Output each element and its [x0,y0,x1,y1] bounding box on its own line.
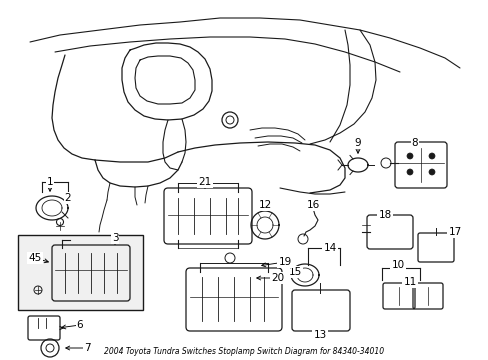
Text: 2004 Toyota Tundra Switches Stoplamp Switch Diagram for 84340-34010: 2004 Toyota Tundra Switches Stoplamp Swi… [104,347,384,356]
Text: 8: 8 [411,138,417,148]
Text: 21: 21 [198,177,211,187]
Text: 2: 2 [64,193,71,203]
Text: 16: 16 [306,200,319,210]
Bar [18,235,142,310]
Text: 9: 9 [354,138,361,148]
Text: 10: 10 [390,260,404,270]
Text: 15: 15 [288,267,301,277]
Circle shape [406,169,412,175]
Text: 45: 45 [28,253,41,263]
Text: 14: 14 [323,243,336,253]
Text: 7: 7 [83,343,90,353]
Text: 13: 13 [313,330,326,340]
Circle shape [406,153,412,159]
Text: 17: 17 [447,227,461,237]
Text: 20: 20 [271,273,284,283]
Text: 11: 11 [403,277,416,287]
Text: 18: 18 [378,210,391,220]
Text: 3: 3 [111,233,118,243]
Circle shape [428,169,434,175]
Text: 19: 19 [278,257,291,267]
Text: 6: 6 [77,320,83,330]
Circle shape [428,153,434,159]
Text: 12: 12 [258,200,271,210]
Text: 1: 1 [46,177,53,187]
